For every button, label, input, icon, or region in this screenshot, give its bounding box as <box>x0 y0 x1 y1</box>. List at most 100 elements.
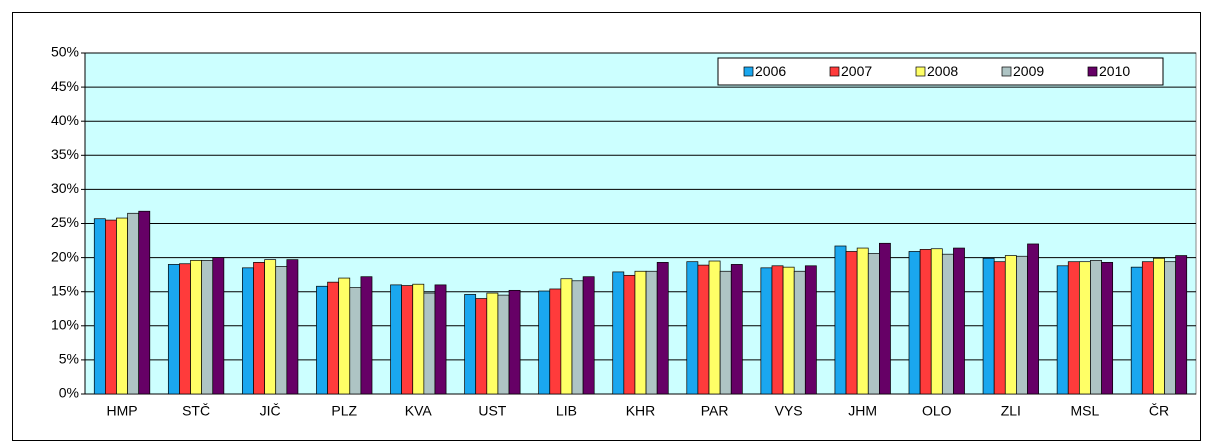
bar <box>116 217 128 395</box>
y-tick-label: 50% <box>51 44 79 60</box>
bar <box>1004 255 1017 395</box>
bar <box>1067 261 1080 395</box>
bar <box>1164 261 1176 395</box>
bar <box>327 281 340 395</box>
bar <box>105 219 117 395</box>
x-tick-label: VYS <box>775 403 803 419</box>
bar <box>686 261 699 395</box>
bar <box>856 247 869 395</box>
x-tick-label: PLZ <box>331 403 357 419</box>
bar <box>1101 262 1114 395</box>
bar <box>538 290 551 395</box>
x-tick-label: STČ <box>182 403 210 419</box>
bar <box>316 285 328 395</box>
y-tick-label: 45% <box>51 78 79 94</box>
x-tick-label: ZLI <box>1001 403 1021 419</box>
bar <box>242 267 254 395</box>
bar <box>138 210 151 395</box>
bar <box>1016 255 1028 395</box>
bar <box>782 266 795 395</box>
bar <box>941 253 954 395</box>
bar <box>953 247 965 395</box>
bar <box>1078 261 1091 395</box>
bar <box>401 285 414 395</box>
y-tick-label: 35% <box>51 146 79 162</box>
bar <box>845 251 858 395</box>
legend-swatch <box>743 66 754 77</box>
bar <box>804 265 817 395</box>
legend-label: 2009 <box>1013 63 1044 79</box>
bar <box>423 292 436 395</box>
x-tick-label: JHM <box>848 403 877 419</box>
legend-label: 2008 <box>927 63 958 79</box>
x-tick-label: OLO <box>922 403 952 419</box>
y-tick-label: 5% <box>59 351 79 367</box>
bar <box>549 288 562 395</box>
legend-label: 2010 <box>1099 63 1130 79</box>
bar <box>571 280 584 395</box>
bar <box>760 267 773 395</box>
bar <box>349 287 362 395</box>
bar <box>253 262 265 395</box>
bar <box>286 259 299 395</box>
x-tick-label: UST <box>478 403 506 419</box>
x-tick-label: MSL <box>1071 403 1100 419</box>
x-tick-label: JIČ <box>260 403 281 419</box>
y-tick-label: 20% <box>51 248 79 264</box>
bar <box>919 249 932 395</box>
bar <box>645 270 658 395</box>
x-tick-label: LIB <box>556 403 577 419</box>
legend-label: 2007 <box>841 63 872 79</box>
bar <box>771 265 784 395</box>
bar <box>697 264 710 395</box>
bar <box>201 259 214 395</box>
bar <box>656 262 669 395</box>
legend-swatch <box>1087 66 1098 77</box>
bar <box>434 284 447 395</box>
bar <box>497 294 510 395</box>
legend-box <box>717 57 1164 86</box>
bar <box>179 263 191 395</box>
bar <box>486 292 499 395</box>
x-tick-label: KVA <box>405 403 433 419</box>
bar <box>867 253 880 395</box>
bar <box>993 261 1006 395</box>
legend-swatch <box>1001 66 1012 77</box>
bar <box>560 278 573 395</box>
bar <box>360 276 373 395</box>
y-tick-label: 0% <box>59 385 79 401</box>
bar <box>127 212 140 395</box>
bar <box>275 266 288 395</box>
bar <box>412 283 425 395</box>
legend-label: 2006 <box>755 63 786 79</box>
bar <box>879 242 891 395</box>
y-tick-label: 25% <box>51 214 79 230</box>
bar <box>623 274 636 395</box>
legend-swatch <box>915 66 926 77</box>
bar <box>930 248 943 395</box>
bar <box>1056 265 1069 395</box>
bar <box>612 271 625 395</box>
bar <box>1175 255 1188 395</box>
bar <box>730 264 743 395</box>
x-tick-label: KHR <box>626 403 656 419</box>
bar <box>634 270 647 395</box>
bar <box>1141 261 1154 395</box>
bar <box>212 257 225 395</box>
bar <box>475 298 488 395</box>
bar <box>167 264 180 395</box>
bar <box>1027 243 1039 395</box>
bar <box>908 251 921 395</box>
bar <box>982 257 995 395</box>
bar <box>793 270 806 395</box>
bar <box>1153 257 1165 395</box>
bar <box>464 294 477 395</box>
bar <box>708 260 721 395</box>
bar <box>719 270 732 395</box>
bar <box>834 245 847 395</box>
bar <box>93 218 106 395</box>
bar <box>1130 266 1143 395</box>
bar <box>508 289 521 395</box>
bar <box>190 259 203 395</box>
